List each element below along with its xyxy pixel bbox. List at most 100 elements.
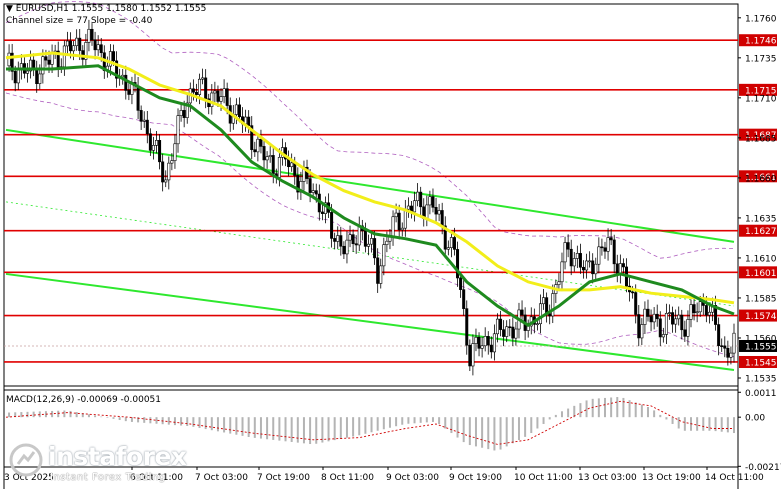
macd-bar: [610, 397, 613, 418]
level-price-label: 1.1574: [745, 312, 777, 322]
macd-bar: [683, 417, 686, 431]
candle-body: [729, 352, 733, 358]
macd-bar: [345, 417, 348, 438]
candle-body: [652, 313, 656, 323]
candle-body: [373, 238, 377, 259]
channel-midline: [5, 201, 735, 307]
channel-line-1: [5, 128, 735, 243]
macd-bar: [364, 417, 367, 434]
candle-body: [170, 160, 174, 164]
candle-body: [486, 336, 490, 346]
candle-body: [686, 319, 690, 337]
candle-body: [664, 312, 668, 335]
candle-body: [483, 336, 487, 347]
macd-bar: [124, 417, 127, 422]
macd-bar: [622, 397, 625, 418]
candle-body: [600, 246, 604, 249]
candle-body: [237, 104, 241, 118]
macd-bar: [677, 417, 680, 429]
candle-body: [661, 334, 665, 338]
candle-body: [259, 138, 263, 147]
candle-body: [213, 90, 217, 94]
candle-body: [459, 277, 463, 290]
candle-body: [320, 211, 324, 214]
candle-body: [124, 74, 128, 91]
candle-body: [563, 242, 567, 263]
macd-bar: [536, 417, 539, 429]
macd-bar: [321, 417, 324, 443]
candle-body: [69, 40, 73, 52]
candle-body: [293, 162, 297, 176]
price-tick-label: 1.1585: [745, 294, 777, 304]
macd-label: MACD(12,26,9) -0.00069 -0.00051: [6, 395, 162, 405]
envelope-bands: [5, 1, 735, 358]
candle-body: [158, 140, 162, 163]
level-price-label: 1.1746: [745, 37, 777, 47]
macd-bar: [628, 400, 631, 418]
candle-body: [591, 260, 595, 275]
macd-bar: [726, 417, 729, 433]
macd-bar: [468, 417, 471, 446]
candle-body: [342, 245, 346, 255]
macd-bar: [487, 417, 490, 450]
level-price-box: [739, 34, 777, 47]
macd-bar: [450, 417, 453, 434]
macd-bar: [278, 417, 281, 441]
macd-bar: [554, 414, 557, 418]
candle-body: [90, 28, 94, 41]
candle-body: [431, 196, 435, 208]
macd-bar: [370, 417, 373, 433]
macd-bar: [567, 408, 570, 418]
candle-body: [290, 162, 294, 168]
candle-body: [216, 90, 220, 102]
candlesticks: [7, 19, 736, 376]
candle-body: [284, 147, 288, 160]
macd-bar: [481, 417, 484, 448]
macd-bar: [118, 417, 121, 421]
macd-bar: [81, 413, 84, 418]
macd-bar: [585, 400, 588, 418]
band-upper: [5, 1, 735, 259]
macd-bar: [616, 397, 619, 418]
candle-body: [658, 318, 662, 338]
candle-body: [612, 239, 616, 265]
candle-body: [474, 336, 478, 344]
candle-body: [148, 133, 152, 151]
candle-body: [545, 297, 549, 314]
candle-body: [588, 260, 592, 263]
candle-body: [538, 303, 542, 325]
macd-bar: [665, 417, 668, 420]
candle-body: [65, 40, 69, 47]
candle-body: [649, 316, 653, 323]
candle-body: [499, 318, 503, 330]
macd-bar: [63, 410, 66, 418]
candle-body: [256, 138, 260, 153]
candle-body: [434, 207, 438, 215]
candle-body: [296, 175, 300, 193]
candle-body: [250, 125, 254, 150]
candle-body: [575, 253, 579, 259]
macd-signal-line: [5, 400, 734, 445]
candle-body: [692, 304, 696, 314]
candle-body: [594, 263, 598, 275]
candle-body: [87, 28, 91, 43]
candle-body: [26, 70, 30, 74]
candle-body: [646, 308, 650, 317]
candle-body: [677, 314, 681, 320]
candle-body: [566, 242, 570, 250]
macd-bar: [149, 417, 152, 424]
candle-body: [425, 204, 429, 219]
candle-body: [314, 190, 318, 195]
candle-body: [155, 140, 159, 146]
candle-body: [609, 237, 613, 241]
macd-bar: [395, 417, 398, 427]
candle-body: [198, 78, 202, 95]
candle-body: [210, 92, 214, 107]
macd-bar: [407, 417, 410, 424]
candle-body: [720, 345, 724, 347]
macd-bar: [106, 417, 109, 418]
macd-bar: [524, 417, 527, 437]
candle-body: [449, 237, 453, 248]
macd-bar: [75, 412, 78, 418]
